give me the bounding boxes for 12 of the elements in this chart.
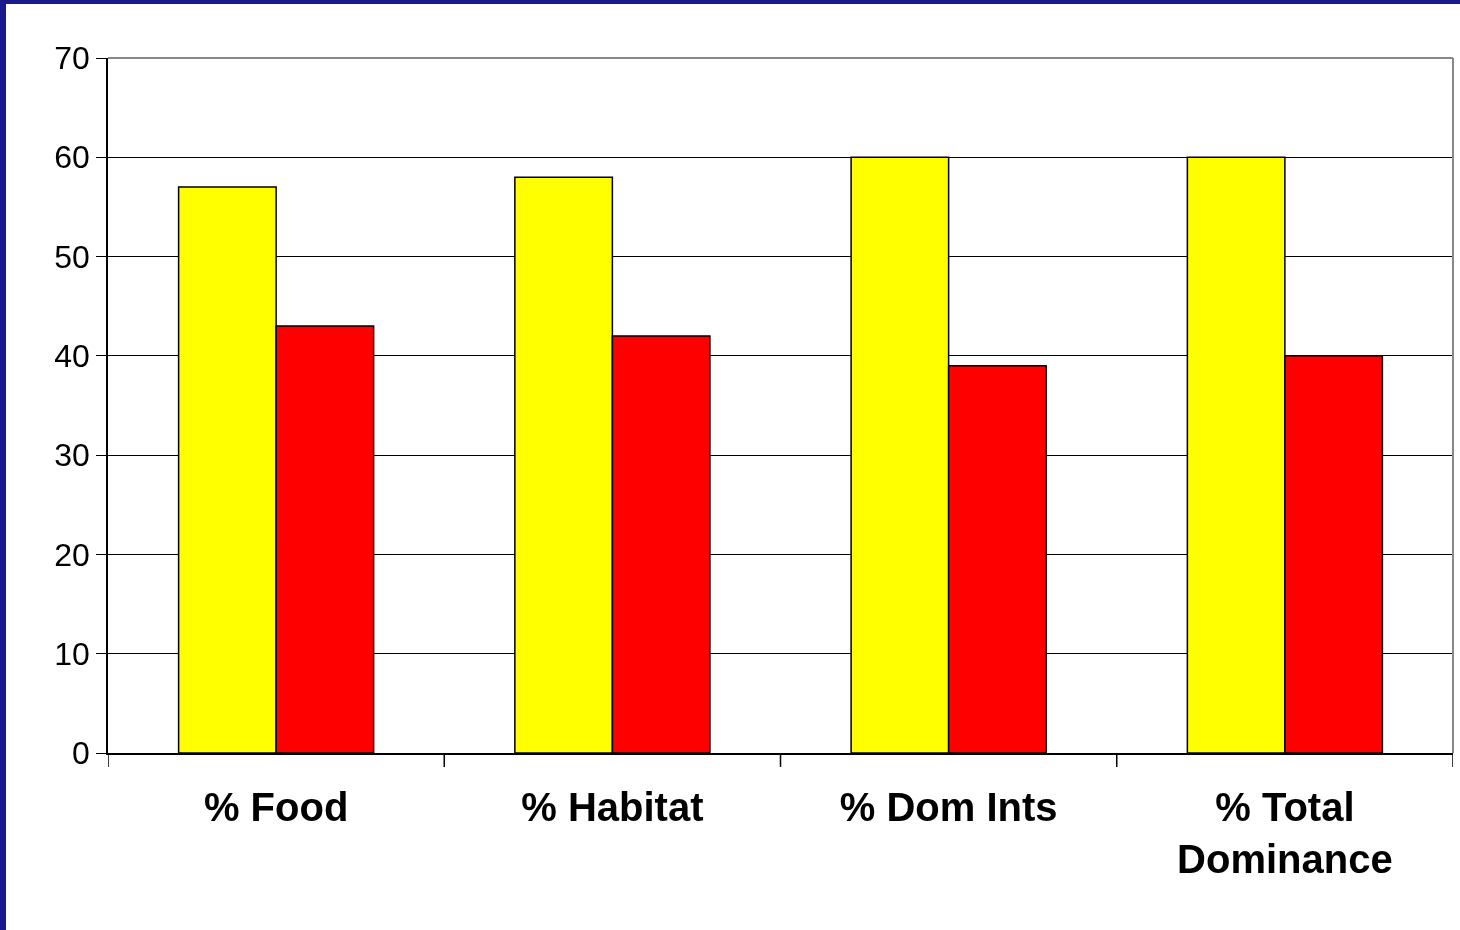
y-tick-label: 30 <box>54 437 90 474</box>
x-tick-label: % Habitat <box>521 784 704 829</box>
y-tick-label: 10 <box>54 635 90 672</box>
y-tick-label: 40 <box>54 338 90 375</box>
x-tick-label: % Food <box>203 784 349 829</box>
y-tick-label: 0 <box>72 735 90 772</box>
y-tick-label: 70 <box>54 40 90 77</box>
y-tick-label: 60 <box>54 139 90 176</box>
y-tick-label: 20 <box>54 536 90 573</box>
y-tick-label: 50 <box>54 238 90 275</box>
x-tick-label: % Dom Ints <box>839 784 1058 829</box>
x-tick-label: % Total Dominance <box>1177 784 1393 881</box>
